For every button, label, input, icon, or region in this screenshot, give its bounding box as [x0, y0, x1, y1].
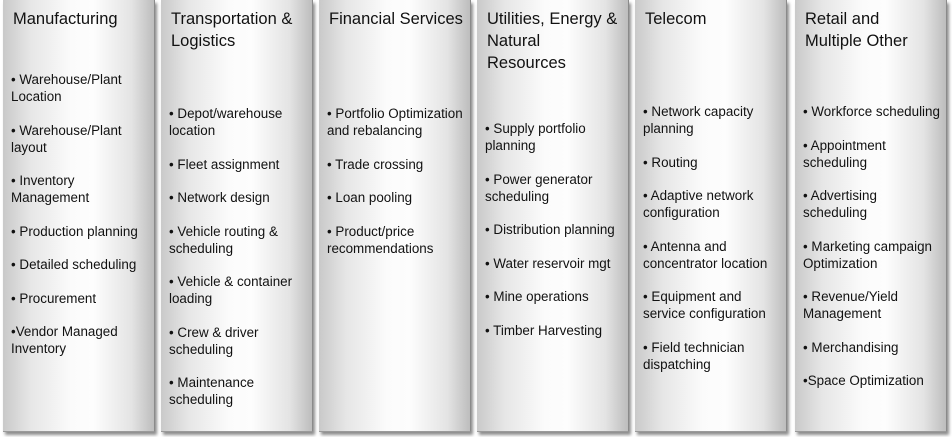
list-item: • Network capacity planning [643, 104, 754, 136]
item-list: • Network capacity planning • Routing • … [643, 103, 782, 389]
list-item: • Marketing campaign Optimization [803, 238, 932, 271]
column-retail-other: Retail and Multiple Other • Workforce sc… [795, 0, 947, 432]
list-item: • Warehouse/Plant Location [11, 72, 122, 104]
list-item: •Vendor Managed Inventory [11, 324, 118, 356]
column-financial-services: Financial Services • Portfolio Optimizat… [319, 0, 471, 432]
list-item: • Fleet assignment [169, 156, 280, 172]
list-item: •Space Optimization [803, 373, 924, 388]
item-list: • Depot/warehouse location • Fleet assig… [169, 105, 308, 425]
list-item: • Maintenance scheduling [169, 375, 255, 407]
list-item: • Vehicle routing & scheduling [169, 223, 278, 256]
list-item: • Equipment and service configuration [643, 289, 766, 321]
list-item: • Revenue/Yield Management [803, 289, 899, 321]
list-item: • Product/price recommendations [327, 223, 434, 256]
column-title: Manufacturing [13, 10, 118, 28]
list-item: • Network design [169, 190, 270, 205]
list-item: • Routing [643, 154, 698, 170]
list-item: • Antenna and concentrator location [643, 238, 768, 271]
list-item: • Crew & driver scheduling [169, 324, 259, 357]
column-title: Telecom [645, 10, 707, 28]
column-manufacturing: Manufacturing • Warehouse/Plant Location… [3, 0, 155, 432]
list-item: • Appointment scheduling [803, 137, 886, 170]
list-item: • Trade crossing [327, 156, 424, 172]
list-item: • Warehouse/Plant layout [11, 122, 122, 155]
column-telecom: Telecom • Network capacity planning • Ro… [635, 0, 787, 432]
column-title: Financial Services [329, 10, 463, 28]
item-list: • Supply portfolio planning • Power gene… [485, 120, 624, 355]
list-item: • Mine operations [485, 289, 589, 304]
list-item: • Detailed scheduling [11, 257, 137, 272]
list-item: • Loan pooling [327, 190, 413, 205]
list-item: • Procurement [11, 290, 97, 306]
list-item: • Advertising scheduling [803, 188, 877, 220]
column-utilities-energy: Utilities, Energy & Natural Resources • … [477, 0, 629, 432]
column-title: Transportation & Logistics [171, 10, 293, 50]
item-list: • Workforce scheduling • Appointment sch… [803, 103, 942, 406]
list-item: • Water reservoir mgt [485, 255, 611, 271]
list-item: • Timber Harvesting [485, 322, 603, 338]
list-item: • Distribution planning [485, 222, 615, 237]
list-item: • Production planning [11, 223, 138, 239]
list-item: • Portfolio Optimization and rebalancing [327, 106, 463, 138]
list-item: • Merchandising [803, 339, 899, 355]
list-item: • Vehicle & container loading [169, 274, 293, 306]
column-transportation-logistics: Transportation & Logistics • Depot/wareh… [161, 0, 313, 432]
item-list: • Portfolio Optimization and rebalancing… [327, 105, 466, 273]
list-item: • Power generator scheduling [485, 171, 593, 204]
column-title: Utilities, Energy & Natural Resources [487, 10, 618, 72]
item-list: • Warehouse/Plant Location • Warehouse/P… [11, 71, 150, 374]
list-item: • Adaptive network configuration [643, 188, 754, 220]
column-title: Retail and Multiple Other [805, 10, 908, 50]
list-item: • Workforce scheduling [803, 104, 940, 119]
list-item: • Field technician dispatching [643, 339, 745, 372]
list-item: • Supply portfolio planning [485, 121, 586, 153]
list-item: • Depot/warehouse location [169, 106, 283, 138]
list-item: • Inventory Management [11, 173, 90, 205]
